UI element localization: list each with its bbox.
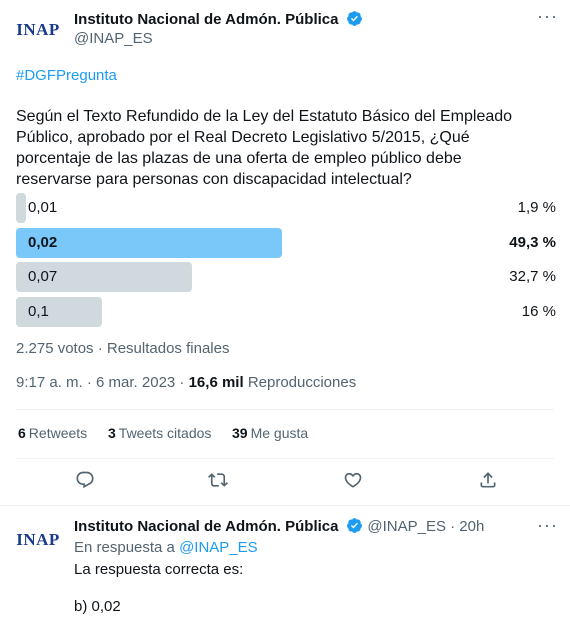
- poll-bar: [16, 193, 26, 223]
- like-icon: [344, 472, 362, 488]
- share-button[interactable]: [471, 463, 505, 497]
- reply-header: Instituto Nacional de Admón. Pública @IN…: [74, 517, 484, 536]
- tweet-meta: 9:17 a. m. · 6 mar. 2023 · 16,6 mil Repr…: [16, 374, 356, 391]
- tweet-text-line: Según el Texto Refundido de la Ley del E…: [16, 108, 513, 125]
- quotes-count: 3: [108, 425, 116, 441]
- likes-label: Me gusta: [250, 425, 309, 441]
- tweet-text-line: porcentaje de las plazas de una oferta d…: [16, 150, 462, 167]
- poll-option-percent: 1,9 %: [517, 199, 556, 216]
- likes-count: 39: [232, 425, 248, 441]
- quotes-label: Tweets citados: [118, 425, 212, 441]
- poll-bar: [16, 297, 102, 327]
- poll-option-label: 0,01: [28, 199, 58, 216]
- reply-author-name[interactable]: Instituto Nacional de Admón. Pública: [74, 518, 339, 535]
- author-handle[interactable]: @INAP_ES: [74, 30, 153, 47]
- more-options-icon[interactable]: ···: [537, 6, 558, 26]
- divider: [0, 505, 570, 506]
- like-button[interactable]: [336, 463, 370, 497]
- in-reply-handle-link[interactable]: @INAP_ES: [179, 539, 258, 556]
- reply-author-avatar[interactable]: INAP: [16, 530, 60, 549]
- hashtag-link[interactable]: #DGFPregunta: [16, 67, 117, 84]
- share-icon: [480, 472, 496, 488]
- poll-bar: [16, 262, 192, 292]
- poll-option: 0,1 16 %: [16, 297, 556, 327]
- verified-badge-icon: [346, 518, 362, 533]
- tweet-text-line: reservarse para personas con discapacida…: [16, 171, 412, 188]
- poll-option-label: 0,02: [28, 234, 58, 251]
- poll-bar: [16, 228, 282, 258]
- reply-text-line: b) 0,02: [74, 598, 121, 615]
- reply-handle-time[interactable]: @INAP_ES · 20h: [367, 518, 485, 535]
- retweets-count: 6: [18, 425, 26, 441]
- author-name-row: Instituto Nacional de Admón. Pública: [74, 10, 363, 29]
- reply-button[interactable]: [68, 463, 102, 497]
- poll-option-label: 0,1: [28, 303, 49, 320]
- author-name[interactable]: Instituto Nacional de Admón. Pública: [74, 11, 339, 28]
- tweet-text: Según el Texto Refundido de la Ley del E…: [16, 106, 556, 190]
- reply-more-options-icon[interactable]: ···: [537, 515, 558, 535]
- quotes-stat[interactable]: 3 Tweets citados: [108, 425, 211, 441]
- poll-option: 0,02 49,3 %: [16, 228, 556, 258]
- poll: 0,01 1,9 % 0,02 49,3 % 0,07 32,7 % 0,1 1…: [16, 193, 556, 329]
- divider: [16, 458, 554, 459]
- poll-option-percent: 16 %: [521, 303, 556, 320]
- poll-summary: 2.275 votos · Resultados finales: [16, 340, 230, 357]
- poll-option-percent: 49,3 %: [509, 234, 556, 251]
- reply-icon: [76, 471, 94, 489]
- poll-option-label: 0,07: [28, 268, 58, 285]
- retweets-label: Retweets: [28, 425, 88, 441]
- tweet-text-line: Público, aprobado por el Real Decreto Le…: [16, 129, 470, 146]
- retweets-stat[interactable]: 6 Retweets: [18, 425, 87, 441]
- retweet-icon: [208, 473, 228, 487]
- verified-badge-icon: [346, 11, 362, 26]
- in-reply-to: En respuesta a @INAP_ES: [74, 539, 258, 556]
- in-reply-prefix: En respuesta a: [74, 539, 175, 556]
- poll-option: 0,07 32,7 %: [16, 262, 556, 292]
- poll-option-percent: 32,7 %: [509, 268, 556, 285]
- retweet-button[interactable]: [201, 463, 235, 497]
- reply-text-line: La respuesta correcta es:: [74, 561, 244, 578]
- likes-stat[interactable]: 39 Me gusta: [232, 425, 308, 441]
- author-avatar[interactable]: INAP: [16, 20, 60, 39]
- poll-option: 0,01 1,9 %: [16, 193, 556, 223]
- views-label: Reproducciones: [247, 374, 357, 391]
- divider: [16, 409, 554, 410]
- tweet-timestamp[interactable]: 9:17 a. m. · 6 mar. 2023 ·: [16, 374, 189, 391]
- views-count: 16,6 mil: [188, 374, 244, 391]
